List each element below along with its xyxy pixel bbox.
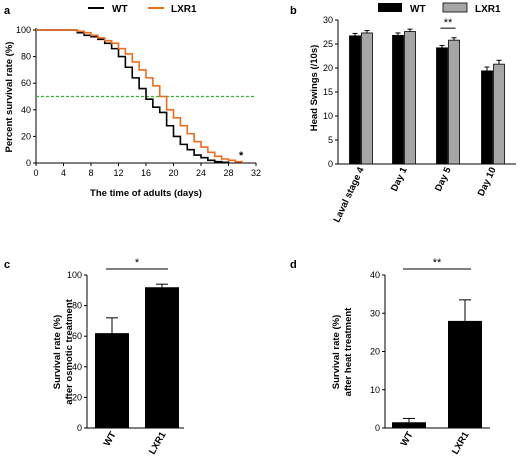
x-tick-label: LXR1 [147, 429, 169, 456]
y-axis-label: Survival rate (%) [52, 315, 63, 389]
significance-label: ** [433, 257, 442, 269]
survival-line-wt [36, 29, 230, 164]
y-tick-label: 40 [21, 105, 31, 115]
y-tick-label: 80 [21, 52, 31, 62]
legend-label-wt: WT [410, 4, 426, 15]
bar-lxr1 [404, 31, 416, 165]
legend-label-lxr1: LXR1 [475, 4, 501, 15]
x-axis-label: The time of adults (days) [90, 188, 202, 199]
panel-label-a: a [4, 5, 11, 17]
bar-wt [349, 35, 361, 165]
legend-swatch-wt [378, 3, 402, 12]
y-tick-label: 25 [323, 39, 333, 49]
x-tick-label: Day 1 [389, 165, 410, 193]
bar-lxr1 [448, 39, 460, 165]
y-tick-label: 20 [323, 63, 333, 73]
bar-lxr1 [493, 63, 505, 165]
y-tick-label: 100 [16, 25, 31, 35]
bar-wt [481, 70, 493, 165]
x-tick-label: WT [102, 430, 119, 448]
significance-label: * [135, 257, 140, 269]
x-tick-label: WT [399, 430, 416, 448]
x-tick-label: 12 [113, 168, 123, 178]
y-axis-label: Survival rate (%) [331, 315, 342, 389]
x-tick-label: Day 10 [476, 166, 499, 198]
panel-b: b WT LXR1 Head Swings (/10s) 0 5 10 15 20 25 3… [290, 2, 516, 224]
panel-a: a WT LXR1 The time of adults (days) Perc… [4, 4, 261, 199]
bar-lxr1 [448, 320, 482, 428]
bar-wt [436, 47, 448, 165]
y-tick-label: 20 [21, 131, 31, 141]
y-tick-label: 60 [21, 78, 31, 88]
panel-label-b: b [290, 5, 297, 17]
y-tick-label: 80 [72, 301, 82, 311]
panel-c: c Survival rate (%) after osmotic treatm… [4, 257, 184, 457]
y-tick-label: 10 [323, 111, 333, 121]
y-tick-label: 5 [328, 135, 333, 145]
y-tick-label: 20 [72, 392, 82, 402]
y-tick-label: 60 [72, 331, 82, 341]
bar-lxr1 [145, 287, 179, 428]
y-tick-label: 15 [323, 87, 333, 97]
y-tick-label: 40 [72, 362, 82, 372]
y-tick-label: 30 [370, 308, 380, 318]
y-tick-label: 0 [77, 423, 82, 433]
y-tick-label: 40 [370, 270, 380, 280]
bar-lxr1 [361, 32, 373, 165]
y-axis-label-line2: after osmotic treatment [64, 298, 75, 404]
x-tick-label: 20 [168, 168, 178, 178]
y-axis-label-line2: after heat treatment [343, 307, 354, 397]
panel-label-c: c [4, 259, 10, 271]
annotation-star: * [239, 150, 244, 162]
x-tick-label: 16 [141, 168, 151, 178]
bar-wt [392, 34, 404, 165]
panel-d: d Survival rate (%) after heat treatment… [290, 257, 490, 457]
y-tick-label: 10 [370, 385, 380, 395]
survival-line-lxr1 [36, 29, 244, 163]
y-tick-label: 0 [26, 158, 31, 168]
x-tick-label: 28 [223, 168, 233, 178]
y-axis-label: Percent survival rate (%) [4, 42, 15, 153]
y-tick-label: 30 [323, 15, 333, 25]
y-tick-label: 0 [375, 423, 380, 433]
y-tick-label: 0 [328, 159, 333, 169]
significance-label: ** [444, 17, 453, 29]
x-tick-label: Laval stage 4 [332, 165, 367, 224]
legend-label-wt: WT [112, 4, 128, 15]
legend-swatch-lxr1 [442, 2, 468, 13]
bar-wt [392, 422, 426, 428]
x-tick-label: 32 [251, 168, 261, 178]
bar-wt [95, 333, 129, 428]
x-tick-label: 0 [33, 168, 38, 178]
y-axis-label: Head Swings (/10s) [309, 45, 320, 132]
x-tick-label: 24 [196, 168, 206, 178]
x-tick-label: LXR1 [450, 429, 472, 456]
x-tick-label: Day 5 [433, 165, 454, 193]
x-tick-label: 4 [61, 168, 66, 178]
y-tick-label: 100 [67, 270, 82, 280]
panel-label-d: d [290, 259, 297, 271]
legend-label-lxr1: LXR1 [171, 4, 197, 15]
x-tick-label: 8 [88, 168, 93, 178]
y-tick-label: 20 [370, 347, 380, 357]
